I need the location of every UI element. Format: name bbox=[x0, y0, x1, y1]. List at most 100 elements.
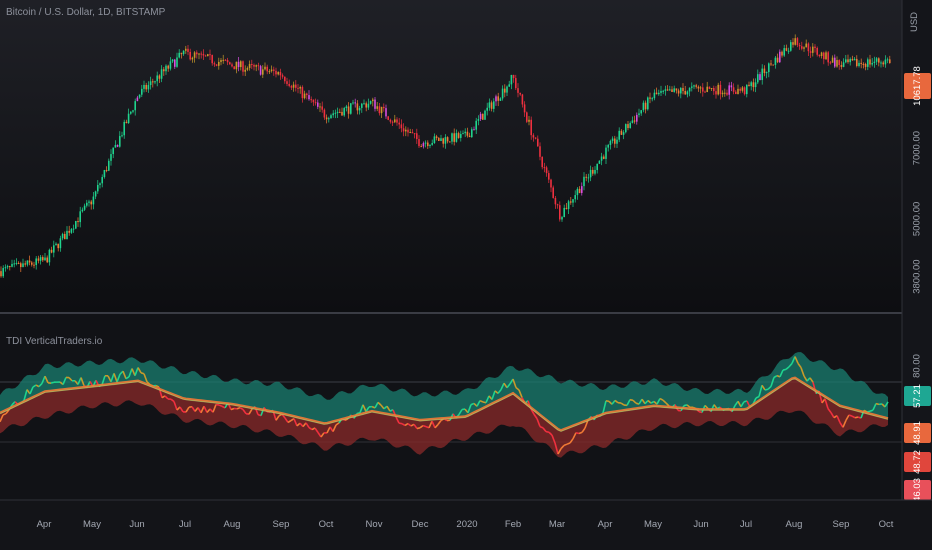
candle-body bbox=[622, 132, 625, 135]
price-pane[interactable]: Bitcoin / U.S. Dollar, 1D, BITSTAMP bbox=[0, 0, 902, 312]
rsi-line-segment bbox=[197, 407, 202, 414]
candle-body bbox=[284, 76, 286, 82]
candle-body bbox=[475, 120, 477, 130]
candle-body bbox=[838, 60, 840, 66]
candle-body bbox=[380, 106, 383, 114]
rsi-line-segment bbox=[503, 382, 508, 389]
candle-body bbox=[875, 58, 878, 62]
candle-body bbox=[213, 63, 216, 65]
x-tick-label: 2020 bbox=[456, 519, 477, 530]
candle-body bbox=[618, 130, 620, 140]
candle-body bbox=[669, 89, 671, 91]
rsi-line-segment bbox=[500, 382, 505, 391]
candle-body bbox=[543, 167, 546, 169]
candle-body bbox=[365, 103, 367, 108]
candle-body bbox=[869, 59, 871, 65]
rsi-line-segment bbox=[317, 432, 322, 438]
rsi-line-segment bbox=[185, 406, 190, 413]
candle-body bbox=[746, 84, 748, 95]
rsi-line-segment bbox=[683, 404, 688, 407]
candle-body bbox=[145, 84, 147, 90]
candle-body bbox=[748, 84, 750, 87]
candle-body bbox=[741, 87, 744, 91]
rsi-line-segment bbox=[320, 432, 325, 438]
rsi-line-segment bbox=[779, 369, 784, 378]
candle-body bbox=[15, 263, 18, 265]
candle-body bbox=[565, 207, 568, 209]
candle-body bbox=[266, 66, 268, 72]
candle-body bbox=[587, 177, 590, 179]
candle-body bbox=[444, 137, 447, 144]
rsi-line-segment bbox=[23, 389, 28, 401]
candle-body bbox=[154, 81, 156, 83]
candle-body bbox=[607, 144, 609, 148]
rsi-line-segment bbox=[539, 425, 544, 429]
candle-body bbox=[424, 142, 427, 144]
candle-body bbox=[715, 91, 717, 95]
candle-body bbox=[112, 147, 114, 155]
candle-body bbox=[332, 113, 334, 116]
rsi-line-segment bbox=[827, 408, 832, 414]
rsi-line-segment bbox=[650, 400, 655, 404]
candle-body bbox=[149, 81, 152, 86]
candle-body bbox=[598, 160, 601, 164]
candle-body bbox=[251, 64, 253, 66]
candle-body bbox=[521, 94, 524, 105]
rsi-line-segment bbox=[143, 373, 148, 383]
rsi-line-segment bbox=[458, 409, 463, 415]
candle-body bbox=[383, 106, 385, 109]
right-price-scale[interactable]: USD 7000.00 5000.00 3800.00 10617.78 80.00… bbox=[901, 0, 932, 502]
candle-body bbox=[277, 72, 279, 75]
candle-body bbox=[684, 90, 686, 95]
candle-body bbox=[787, 50, 790, 52]
rsi-line-segment bbox=[758, 385, 763, 397]
candle-body bbox=[429, 144, 431, 146]
candle-body bbox=[235, 61, 238, 70]
rsi-line-segment bbox=[416, 427, 421, 430]
candle-body bbox=[427, 142, 429, 146]
candle-body bbox=[189, 51, 191, 60]
candle-body bbox=[761, 68, 763, 80]
candle-body bbox=[55, 243, 57, 246]
rsi-line-segment bbox=[602, 400, 607, 414]
candle-body bbox=[374, 99, 376, 109]
candle-body bbox=[264, 66, 266, 70]
candle-body bbox=[845, 59, 847, 63]
candle-body bbox=[629, 122, 631, 129]
rsi-line-segment bbox=[431, 420, 436, 429]
time-axis[interactable]: Apr May Jun Jul Aug Sep Oct Nov Dec 2020 Feb Mar Apr… bbox=[0, 499, 932, 550]
candle-body bbox=[627, 124, 629, 129]
indicator-value-tag bbox=[904, 452, 931, 472]
candle-body bbox=[523, 104, 526, 113]
candle-body bbox=[673, 88, 675, 92]
candle-body bbox=[862, 63, 865, 65]
pane-separator[interactable] bbox=[0, 312, 932, 314]
candle-body bbox=[552, 187, 554, 198]
candle-body bbox=[99, 183, 101, 185]
candle-body bbox=[704, 91, 706, 93]
rsi-line-segment bbox=[530, 408, 535, 415]
candle-body bbox=[81, 209, 84, 212]
rsi-line-segment bbox=[641, 398, 646, 405]
candle-body bbox=[829, 62, 832, 64]
indicator-pane[interactable]: TDI VerticalTraders.io bbox=[0, 314, 902, 500]
candle-body bbox=[418, 139, 420, 147]
candle-body bbox=[215, 64, 218, 66]
candle-body bbox=[680, 87, 682, 94]
rsi-line-segment bbox=[314, 427, 319, 433]
candle-body bbox=[299, 86, 301, 89]
rsi-line-segment bbox=[161, 395, 166, 399]
candle-body bbox=[631, 120, 634, 123]
rsi-line-segment bbox=[572, 432, 577, 440]
candle-body bbox=[466, 131, 469, 136]
candle-body bbox=[116, 144, 119, 147]
candle-body bbox=[372, 99, 374, 102]
candle-body bbox=[662, 90, 664, 92]
candle-body bbox=[123, 121, 125, 136]
rsi-line-segment bbox=[686, 404, 691, 408]
rsi-line-segment bbox=[557, 448, 562, 455]
candle-body bbox=[464, 131, 466, 134]
rsi-line-segment bbox=[110, 373, 115, 383]
candle-body bbox=[24, 263, 26, 265]
candle-body bbox=[391, 121, 394, 123]
